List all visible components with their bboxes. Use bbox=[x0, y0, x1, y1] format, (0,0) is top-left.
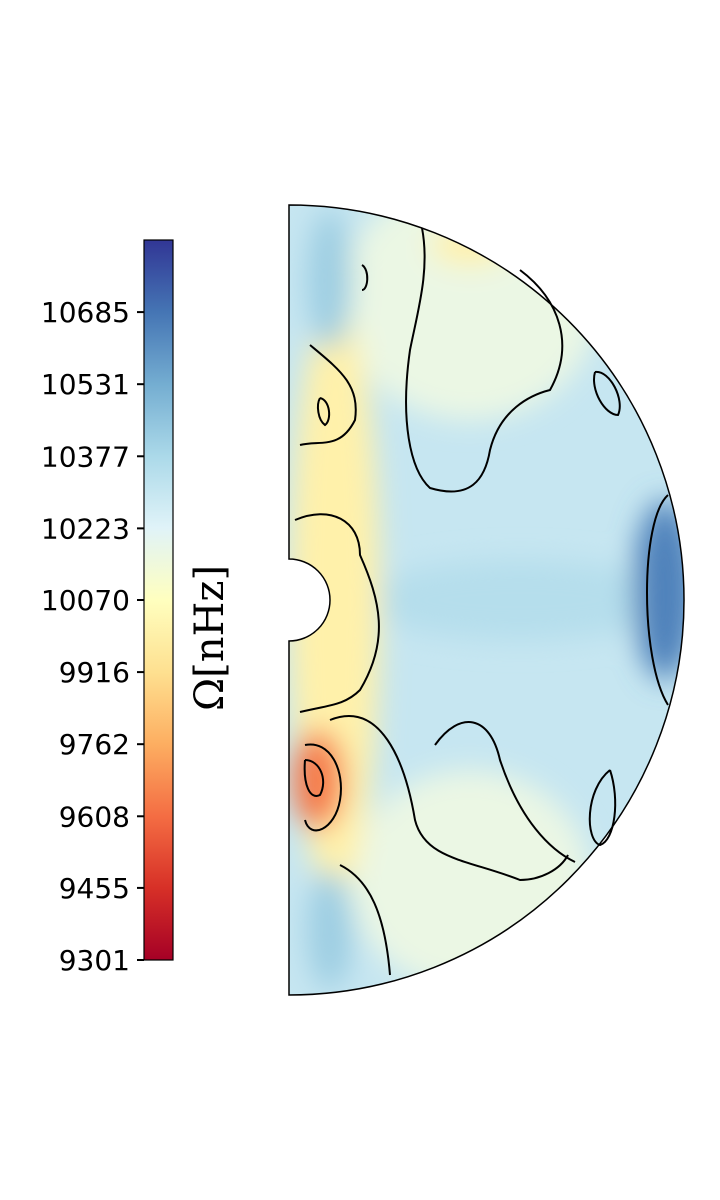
contour-line bbox=[405, 227, 564, 493]
colorbar-tick-label: 10223 bbox=[41, 512, 130, 545]
meridional-plot bbox=[288, 204, 685, 996]
contour-line bbox=[304, 743, 342, 832]
field-region bbox=[360, 560, 680, 640]
colorbar-tick-label: 9301 bbox=[59, 944, 130, 977]
contour-line bbox=[299, 344, 357, 446]
field-region bbox=[308, 210, 352, 350]
colorbar-tick-label: 9762 bbox=[59, 728, 130, 761]
colorbar: 10685 10531 10377 10223 10070 9916 9762 9608 945… bbox=[41, 239, 233, 977]
contour-line bbox=[303, 759, 325, 797]
field-region bbox=[308, 870, 352, 990]
colorbar-tick-label: 10685 bbox=[41, 296, 130, 329]
contour-line bbox=[434, 721, 576, 863]
contour-line bbox=[588, 769, 617, 847]
contour-line bbox=[329, 715, 569, 882]
colorbar-tick-label: 9455 bbox=[59, 872, 130, 905]
contour-line bbox=[294, 513, 380, 713]
contour-line bbox=[593, 370, 621, 417]
colorbar-ticks: 10685 10531 10377 10223 10070 9916 9762 9608 945… bbox=[41, 296, 144, 977]
colorbar-tick-label: 9916 bbox=[59, 656, 130, 689]
field-region bbox=[633, 500, 684, 680]
contour-line bbox=[316, 397, 331, 427]
contour-line bbox=[361, 264, 369, 291]
domain-outline bbox=[288, 204, 685, 996]
field-fill bbox=[289, 205, 684, 995]
field-region bbox=[430, 225, 510, 265]
colorbar-bar bbox=[143, 239, 174, 961]
colorbar-tick-label: 10377 bbox=[41, 440, 130, 473]
field-region bbox=[350, 770, 590, 990]
field-features bbox=[290, 205, 684, 990]
colorbar-label: Ω[nHz] bbox=[187, 565, 233, 711]
contour-line bbox=[339, 864, 391, 976]
contour-lines bbox=[294, 227, 669, 976]
contour-line bbox=[646, 494, 669, 706]
colorbar-tick-label: 10531 bbox=[41, 368, 130, 401]
colorbar-tick-label: 10070 bbox=[41, 584, 130, 617]
colorbar-tick-label: 9608 bbox=[59, 800, 130, 833]
